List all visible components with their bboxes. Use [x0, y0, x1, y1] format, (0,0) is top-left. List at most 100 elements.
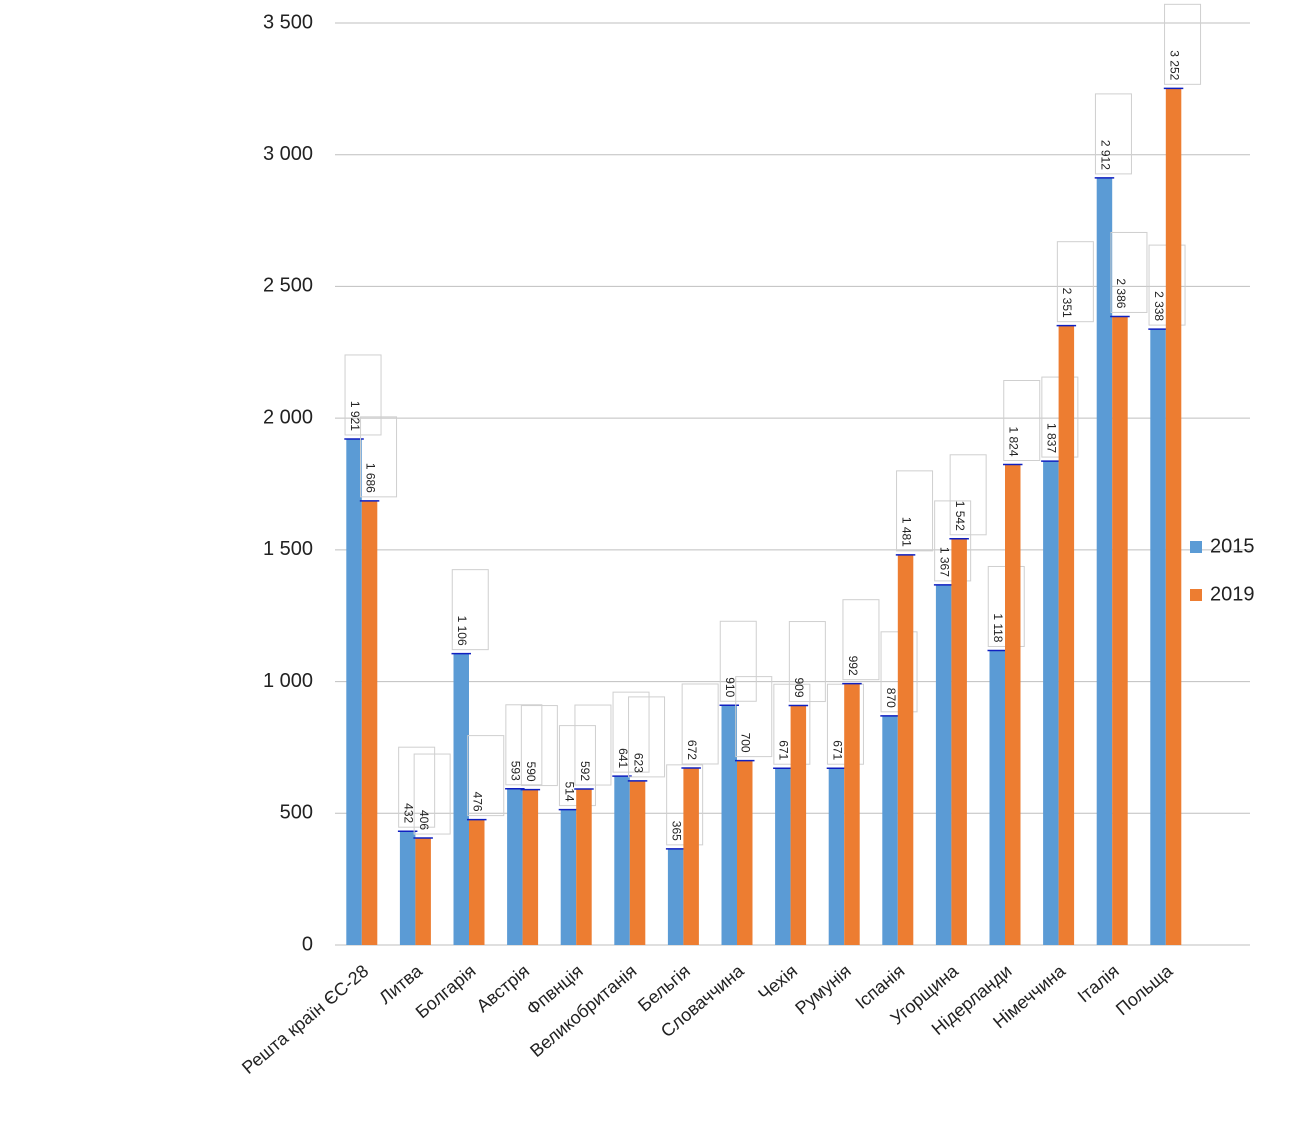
- bar: [453, 653, 469, 945]
- value-label: 623: [631, 753, 645, 773]
- value-label: 672: [685, 740, 699, 760]
- value-label-box: [360, 416, 398, 498]
- value-label: 700: [739, 733, 753, 753]
- value-label: 909: [792, 678, 806, 698]
- value-label: 2 338: [1152, 291, 1166, 321]
- legend-label: 2019: [1210, 583, 1255, 605]
- bar: [346, 438, 362, 945]
- value-label-box: [612, 691, 650, 773]
- bar: [951, 538, 967, 945]
- bar: [629, 780, 646, 945]
- value-label-box: [344, 354, 382, 436]
- legend-swatch: [1190, 541, 1202, 553]
- value-label: 1 686: [363, 463, 377, 493]
- value-label-box: [628, 696, 666, 778]
- value-label-box: [681, 683, 719, 765]
- value-label: 2 912: [1098, 140, 1112, 170]
- value-label-box: [520, 705, 558, 787]
- bar: [415, 838, 431, 945]
- value-label: 1 106: [455, 616, 469, 646]
- value-label: 1 118: [991, 613, 1005, 642]
- bar: [522, 789, 539, 945]
- bar: [1112, 316, 1128, 945]
- bar: [897, 554, 914, 945]
- y-tick-label: 2 500: [263, 275, 313, 297]
- value-label: 406: [417, 810, 431, 830]
- bar: [882, 715, 898, 945]
- value-label-box: [413, 753, 451, 835]
- value-label-box: [735, 676, 773, 758]
- value-label: 1 824: [1007, 426, 1021, 456]
- value-label: 641: [616, 748, 630, 768]
- bar: [1165, 88, 1182, 946]
- bar: [576, 789, 592, 945]
- bar: [935, 584, 952, 945]
- value-label: 1 481: [899, 517, 913, 547]
- y-tick-label: 1 000: [263, 670, 313, 692]
- value-label: 870: [884, 688, 898, 708]
- bar: [828, 768, 845, 945]
- value-label: 2 386: [1114, 278, 1128, 308]
- bar: [1150, 329, 1166, 945]
- value-label: 992: [846, 656, 860, 676]
- value-label: 432: [401, 803, 415, 823]
- value-label-box: [451, 569, 489, 651]
- bar: [790, 705, 807, 945]
- bar: [614, 776, 630, 945]
- bar: [1005, 464, 1021, 945]
- value-label: 1 367: [937, 547, 951, 577]
- legend-label: 2015: [1210, 535, 1255, 557]
- value-label: 592: [578, 761, 592, 781]
- bar: [1058, 325, 1075, 945]
- value-label-box: [505, 704, 543, 786]
- value-label-box: [574, 704, 612, 786]
- value-label-box: [719, 620, 757, 702]
- bar: [844, 683, 860, 945]
- bar: [683, 767, 699, 945]
- bar: [737, 760, 753, 945]
- bar: [1096, 177, 1113, 945]
- value-label: 514: [562, 782, 576, 802]
- bar: [667, 848, 684, 945]
- value-label: 910: [723, 677, 737, 697]
- y-tick-label: 2 000: [263, 406, 313, 428]
- bar: [507, 788, 523, 945]
- value-label-box: [467, 735, 505, 817]
- value-label-box: [788, 621, 826, 703]
- y-tick-label: 0: [302, 933, 313, 955]
- value-label: 1 837: [1045, 423, 1059, 453]
- value-label: 476: [471, 792, 485, 812]
- y-tick-label: 500: [280, 802, 313, 824]
- bar: [1043, 461, 1059, 945]
- bar: [361, 500, 378, 945]
- value-label-box: [842, 599, 880, 681]
- value-label-box: [949, 454, 987, 536]
- value-label: 3 252: [1167, 50, 1181, 80]
- value-label-box: [1164, 3, 1202, 85]
- bar: [989, 650, 1005, 945]
- y-tick-label: 3 500: [263, 11, 313, 33]
- bar: [469, 819, 485, 945]
- legend-swatch: [1190, 589, 1202, 601]
- value-label-box: [1110, 231, 1148, 313]
- y-tick-label: 1 500: [263, 538, 313, 560]
- value-label-box: [896, 470, 934, 552]
- value-label-box: [1094, 93, 1132, 175]
- y-tick-label: 3 000: [263, 143, 313, 165]
- value-label-box: [1003, 380, 1041, 462]
- value-label: 671: [830, 740, 844, 760]
- bar: [775, 768, 791, 945]
- value-label-box: [1056, 241, 1094, 323]
- value-label: 671: [777, 740, 791, 760]
- value-label: 590: [524, 762, 538, 782]
- value-label-box: [398, 746, 436, 828]
- bar: [399, 831, 416, 945]
- bar: [560, 809, 577, 945]
- value-label: 1 921: [348, 401, 362, 431]
- value-label: 2 351: [1060, 288, 1074, 318]
- value-label: 365: [669, 821, 683, 841]
- bar: [721, 705, 737, 945]
- value-label: 593: [509, 761, 523, 781]
